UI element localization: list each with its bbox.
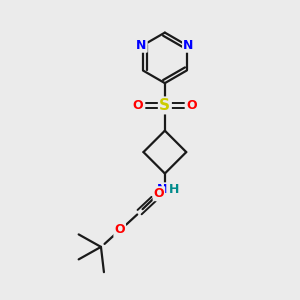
Text: N: N: [157, 183, 167, 196]
Text: S: S: [159, 98, 170, 113]
Text: O: O: [133, 99, 143, 112]
Text: O: O: [114, 224, 125, 236]
Text: O: O: [154, 187, 164, 200]
Text: N: N: [136, 39, 147, 52]
Text: O: O: [186, 99, 197, 112]
Text: H: H: [169, 183, 180, 196]
Text: N: N: [183, 39, 194, 52]
